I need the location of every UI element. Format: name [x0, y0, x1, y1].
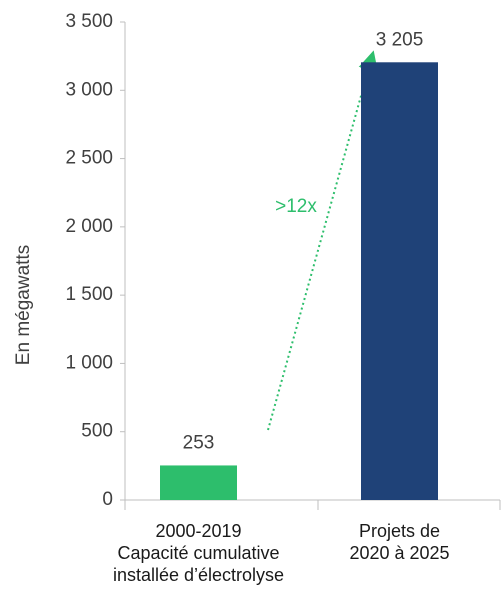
y-tick-label: 2 500	[65, 148, 113, 169]
x-tick-label: 2000-2019 Capacité cumulative installée …	[112, 521, 285, 585]
y-tick-label: 1 000	[65, 352, 113, 373]
value-label: 253	[183, 432, 215, 453]
y-tick-label: 2 000	[65, 216, 113, 237]
value-label: 3 205	[376, 29, 424, 50]
growth-arrow	[267, 50, 378, 431]
y-tick-label: 3 000	[65, 79, 113, 100]
y-tick-label: 500	[81, 421, 113, 442]
y-axis-label: En mégawatts	[13, 245, 34, 365]
bar	[361, 62, 438, 500]
y-tick-label: 0	[102, 489, 113, 510]
x-tick-label: Projets de 2020 à 2025	[349, 521, 450, 563]
y-tick-label: 1 500	[65, 284, 113, 305]
y-tick-label: 3 500	[65, 11, 113, 32]
annotation: >12x	[275, 196, 317, 217]
bar	[160, 465, 237, 500]
